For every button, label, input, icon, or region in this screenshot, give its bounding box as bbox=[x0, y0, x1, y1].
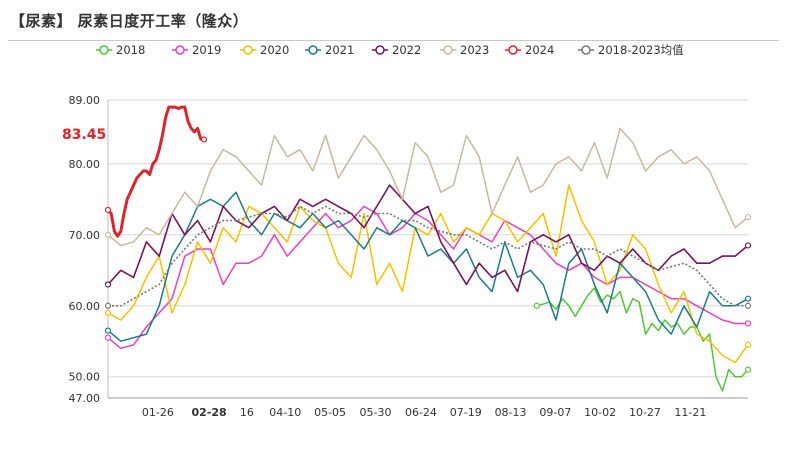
legend-swatch-marker bbox=[443, 45, 453, 55]
annotation-group: 83.45 bbox=[62, 127, 106, 143]
y-tick-label: 47.00 bbox=[69, 392, 101, 405]
legend-label: 2024 bbox=[525, 43, 554, 57]
legend-swatch-marker bbox=[308, 45, 318, 55]
series-point bbox=[744, 213, 752, 221]
series-2024 bbox=[104, 105, 208, 238]
legend-item-2019[interactable]: 2019 bbox=[172, 43, 221, 57]
legend-label: 2020 bbox=[260, 43, 289, 57]
series-point bbox=[104, 327, 112, 334]
legend-label: 2019 bbox=[192, 43, 221, 57]
latest-value-label: 83.45 bbox=[62, 127, 106, 143]
title-divider bbox=[8, 40, 779, 41]
series-line bbox=[107, 191, 749, 342]
legend-item-2022[interactable]: 2022 bbox=[372, 43, 421, 57]
legend-swatch-marker bbox=[508, 45, 518, 55]
x-tick-label: 05-05 bbox=[314, 406, 346, 419]
series-point bbox=[744, 295, 752, 302]
legend-swatch-marker bbox=[243, 45, 253, 55]
legend-item-2018[interactable]: 2018 bbox=[96, 43, 145, 57]
series-2018-2023均值 bbox=[104, 205, 752, 309]
x-tick-label: 01-26 bbox=[142, 406, 174, 419]
legend: 2018 2019 2020 2021 2022 2023 2024 2018-2023均值 bbox=[96, 43, 684, 57]
series-point bbox=[104, 334, 112, 341]
y-tick-label: 60.00 bbox=[69, 300, 101, 313]
x-tick-label: 10-02 bbox=[584, 406, 616, 419]
x-tick-label: 08-13 bbox=[495, 406, 527, 419]
chart-title: 【尿素】 尿素日度开工率（隆众） bbox=[10, 12, 249, 30]
series-line bbox=[107, 184, 749, 293]
legend-label: 2021 bbox=[325, 43, 354, 57]
series-group bbox=[104, 105, 752, 392]
series-point bbox=[104, 302, 112, 309]
y-tick-label: 50.00 bbox=[69, 371, 101, 384]
x-tick-label: 07-19 bbox=[450, 406, 482, 419]
series-2021 bbox=[104, 191, 752, 342]
x-tick-label: 10-27 bbox=[629, 406, 661, 419]
series-2023 bbox=[104, 127, 752, 247]
series-2018 bbox=[533, 287, 752, 392]
series-point bbox=[104, 281, 112, 288]
series-line bbox=[108, 205, 748, 307]
legend-swatch-marker bbox=[375, 45, 385, 55]
series-point bbox=[744, 341, 752, 348]
x-tick-label: 02-28 bbox=[192, 406, 227, 419]
y-tick-label: 70.00 bbox=[69, 229, 101, 242]
legend-item-2024[interactable]: 2024 bbox=[505, 43, 554, 57]
legend-label: 2018 bbox=[116, 43, 145, 57]
series-point bbox=[200, 136, 208, 143]
x-tick-label: 05-30 bbox=[360, 406, 392, 419]
series-point bbox=[744, 366, 752, 373]
series-line bbox=[107, 127, 749, 247]
legend-item-2023[interactable]: 2023 bbox=[440, 43, 489, 57]
x-axis: 01-26 02-28 16 04-10 05-05 05-30 06-24 07-19 08-… bbox=[108, 397, 748, 419]
series-2019 bbox=[104, 205, 752, 350]
series-line bbox=[107, 205, 748, 350]
series-point bbox=[744, 320, 752, 327]
x-tick-label: 16 bbox=[240, 406, 254, 419]
series-point bbox=[744, 302, 752, 309]
legend-label: 2023 bbox=[460, 43, 489, 57]
legend-swatch-marker bbox=[175, 45, 185, 55]
series-line bbox=[107, 184, 749, 364]
y-tick-label: 80.00 bbox=[69, 158, 101, 171]
x-tick-label: 04-10 bbox=[269, 406, 301, 419]
y-axis: 89.00 80.00 70.00 60.00 50.00 47.00 bbox=[69, 94, 109, 405]
series-2022 bbox=[104, 184, 752, 293]
series-point bbox=[533, 302, 540, 309]
legend-label: 2022 bbox=[392, 43, 421, 57]
series-2020 bbox=[104, 184, 752, 364]
series-point bbox=[104, 231, 112, 238]
series-point bbox=[104, 309, 112, 316]
series-point bbox=[104, 206, 112, 214]
x-tick-label: 09-07 bbox=[539, 406, 571, 419]
legend-swatch-marker bbox=[581, 45, 591, 55]
legend-label: 2018-2023均值 bbox=[598, 43, 684, 57]
series-line bbox=[106, 105, 205, 238]
legend-item-2020[interactable]: 2020 bbox=[240, 43, 289, 57]
x-tick-label: 06-24 bbox=[405, 406, 437, 419]
legend-item-2021[interactable]: 2021 bbox=[305, 43, 354, 57]
legend-swatch-marker bbox=[99, 45, 109, 55]
x-tick-label: 11-21 bbox=[674, 406, 706, 419]
y-tick-label: 89.00 bbox=[69, 94, 101, 107]
series-line bbox=[536, 287, 749, 392]
series-point bbox=[744, 242, 752, 249]
legend-item-2018-2023均值[interactable]: 2018-2023均值 bbox=[578, 43, 684, 57]
